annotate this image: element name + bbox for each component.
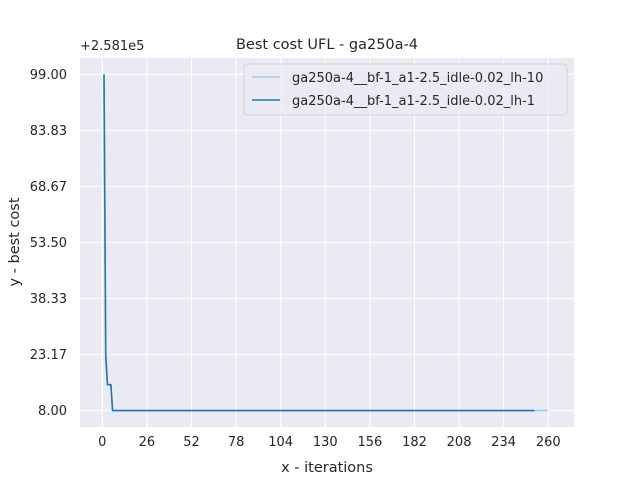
legend: ga250a-4__bf-1_a1-2.5_idle-0.02_lh-10 ga… (243, 63, 568, 116)
y-tick-label: 53.50 (30, 236, 67, 251)
x-tick-label: 156 (357, 435, 382, 450)
x-tick-labels: 0 26 52 78 104 130 156 182 208 234 260 (98, 435, 561, 450)
x-tick-label: 208 (447, 435, 472, 450)
grid (80, 58, 574, 427)
x-tick-label: 182 (402, 435, 427, 450)
y-tick-label: 38.33 (30, 292, 67, 307)
x-tick-label: 130 (313, 435, 338, 450)
legend-box (243, 63, 568, 116)
x-tick-label: 260 (536, 435, 561, 450)
x-tick-label: 26 (139, 435, 156, 450)
series-line-2 (103, 74, 535, 412)
x-tick-label: 234 (491, 435, 516, 450)
y-tick-label: 23.17 (30, 348, 67, 363)
x-tick-label: 104 (268, 435, 293, 450)
y-tick-labels: 8.00 23.17 38.33 53.50 68.67 83.83 99.00 (30, 68, 67, 419)
legend-label-series-2: ga250a-4__bf-1_a1-2.5_idle-0.02_lh-1 (292, 94, 535, 109)
chart-title: Best cost UFL - ga250a-4 (236, 37, 418, 53)
x-tick-label: 0 (98, 435, 106, 450)
y-tick-label: 68.67 (30, 180, 67, 195)
x-axis-label: x - iterations (281, 460, 373, 476)
series-layer (103, 74, 549, 412)
x-tick-label: 78 (228, 435, 245, 450)
y-axis-label: y - best cost (7, 197, 23, 286)
y-tick-label: 83.83 (30, 124, 67, 139)
x-tick-label: 52 (183, 435, 200, 450)
y-offset-label: +2.581e5 (80, 39, 144, 54)
legend-label-series-1: ga250a-4__bf-1_a1-2.5_idle-0.02_lh-10 (292, 71, 543, 86)
y-tick-label: 99.00 (30, 68, 67, 83)
y-tick-label: 8.00 (38, 404, 67, 419)
